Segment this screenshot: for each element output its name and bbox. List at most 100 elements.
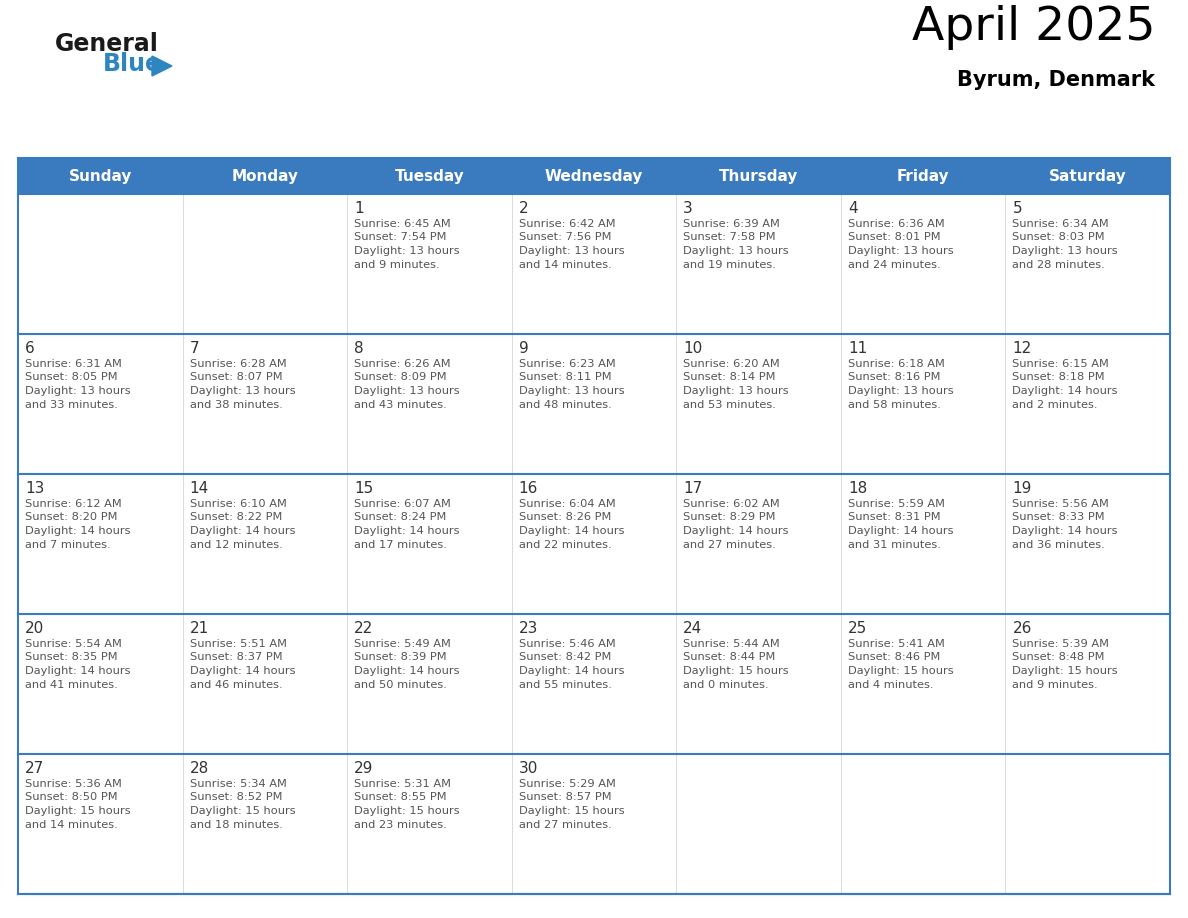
Text: Daylight: 14 hours: Daylight: 14 hours	[190, 526, 295, 536]
Text: 1: 1	[354, 201, 364, 216]
Text: Daylight: 15 hours: Daylight: 15 hours	[190, 806, 295, 816]
Text: 11: 11	[848, 341, 867, 356]
Text: Sunset: 8:03 PM: Sunset: 8:03 PM	[1012, 232, 1105, 242]
Text: 4: 4	[848, 201, 858, 216]
Text: Sunrise: 6:10 AM: Sunrise: 6:10 AM	[190, 499, 286, 509]
Text: Sunrise: 6:18 AM: Sunrise: 6:18 AM	[848, 359, 944, 369]
Text: Sunrise: 5:51 AM: Sunrise: 5:51 AM	[190, 639, 286, 649]
Text: Sunday: Sunday	[69, 169, 132, 184]
Text: Daylight: 15 hours: Daylight: 15 hours	[1012, 666, 1118, 676]
Text: Sunrise: 5:34 AM: Sunrise: 5:34 AM	[190, 779, 286, 789]
Text: 22: 22	[354, 621, 373, 636]
Text: and 27 minutes.: and 27 minutes.	[683, 540, 776, 550]
Text: Sunset: 7:56 PM: Sunset: 7:56 PM	[519, 232, 611, 242]
Text: Sunset: 8:42 PM: Sunset: 8:42 PM	[519, 653, 611, 663]
Text: Daylight: 13 hours: Daylight: 13 hours	[519, 246, 625, 256]
Text: 2: 2	[519, 201, 529, 216]
Text: 20: 20	[25, 621, 44, 636]
Text: Sunrise: 5:59 AM: Sunrise: 5:59 AM	[848, 499, 944, 509]
Text: Sunset: 8:31 PM: Sunset: 8:31 PM	[848, 512, 941, 522]
Text: 16: 16	[519, 481, 538, 496]
Text: 24: 24	[683, 621, 702, 636]
Text: 29: 29	[354, 761, 373, 776]
Bar	[18, 334, 1170, 474]
Text: Wednesday: Wednesday	[545, 169, 643, 184]
Text: Sunset: 8:57 PM: Sunset: 8:57 PM	[519, 792, 612, 802]
Text: Sunrise: 6:45 AM: Sunrise: 6:45 AM	[354, 219, 451, 229]
Text: and 58 minutes.: and 58 minutes.	[848, 399, 941, 409]
Text: Sunset: 8:48 PM: Sunset: 8:48 PM	[1012, 653, 1105, 663]
Text: and 4 minutes.: and 4 minutes.	[848, 679, 934, 689]
Text: General: General	[55, 32, 159, 56]
Text: Sunset: 8:50 PM: Sunset: 8:50 PM	[25, 792, 118, 802]
Text: Sunrise: 6:23 AM: Sunrise: 6:23 AM	[519, 359, 615, 369]
Text: 6: 6	[25, 341, 34, 356]
Text: 21: 21	[190, 621, 209, 636]
Text: Sunrise: 5:31 AM: Sunrise: 5:31 AM	[354, 779, 451, 789]
Text: Daylight: 13 hours: Daylight: 13 hours	[848, 246, 954, 256]
Text: and 9 minutes.: and 9 minutes.	[1012, 679, 1098, 689]
Text: and 41 minutes.: and 41 minutes.	[25, 679, 118, 689]
Text: Sunset: 8:44 PM: Sunset: 8:44 PM	[683, 653, 776, 663]
Text: and 18 minutes.: and 18 minutes.	[190, 820, 283, 830]
Text: 25: 25	[848, 621, 867, 636]
Text: Daylight: 14 hours: Daylight: 14 hours	[519, 526, 624, 536]
Text: Sunrise: 5:39 AM: Sunrise: 5:39 AM	[1012, 639, 1110, 649]
Bar	[18, 474, 1170, 614]
Text: 5: 5	[1012, 201, 1022, 216]
Text: and 0 minutes.: and 0 minutes.	[683, 679, 769, 689]
Text: Sunset: 8:01 PM: Sunset: 8:01 PM	[848, 232, 941, 242]
Text: Sunset: 8:39 PM: Sunset: 8:39 PM	[354, 653, 447, 663]
Text: Sunset: 8:46 PM: Sunset: 8:46 PM	[848, 653, 940, 663]
Text: Daylight: 14 hours: Daylight: 14 hours	[190, 666, 295, 676]
Text: and 36 minutes.: and 36 minutes.	[1012, 540, 1105, 550]
Text: Daylight: 15 hours: Daylight: 15 hours	[848, 666, 954, 676]
Text: Daylight: 13 hours: Daylight: 13 hours	[519, 386, 625, 396]
Text: Sunrise: 6:39 AM: Sunrise: 6:39 AM	[683, 219, 781, 229]
Text: Sunrise: 6:07 AM: Sunrise: 6:07 AM	[354, 499, 451, 509]
Text: and 2 minutes.: and 2 minutes.	[1012, 399, 1098, 409]
Text: Sunset: 8:29 PM: Sunset: 8:29 PM	[683, 512, 776, 522]
Text: Thursday: Thursday	[719, 169, 798, 184]
Text: Daylight: 15 hours: Daylight: 15 hours	[354, 806, 460, 816]
Text: Sunset: 8:22 PM: Sunset: 8:22 PM	[190, 512, 282, 522]
Text: Saturday: Saturday	[1049, 169, 1126, 184]
Text: 12: 12	[1012, 341, 1031, 356]
Text: Sunrise: 6:04 AM: Sunrise: 6:04 AM	[519, 499, 615, 509]
Text: Daylight: 14 hours: Daylight: 14 hours	[354, 526, 460, 536]
Text: and 46 minutes.: and 46 minutes.	[190, 679, 283, 689]
Text: Sunrise: 5:36 AM: Sunrise: 5:36 AM	[25, 779, 122, 789]
Text: Sunrise: 6:12 AM: Sunrise: 6:12 AM	[25, 499, 121, 509]
Bar	[18, 614, 1170, 754]
Text: Sunset: 8:24 PM: Sunset: 8:24 PM	[354, 512, 447, 522]
Text: and 38 minutes.: and 38 minutes.	[190, 399, 283, 409]
Text: and 24 minutes.: and 24 minutes.	[848, 260, 941, 270]
Text: Daylight: 14 hours: Daylight: 14 hours	[1012, 386, 1118, 396]
Text: 19: 19	[1012, 481, 1032, 496]
Text: 18: 18	[848, 481, 867, 496]
Text: Tuesday: Tuesday	[394, 169, 465, 184]
Text: Daylight: 13 hours: Daylight: 13 hours	[683, 386, 789, 396]
Text: Daylight: 14 hours: Daylight: 14 hours	[848, 526, 953, 536]
Text: and 12 minutes.: and 12 minutes.	[190, 540, 283, 550]
Polygon shape	[152, 56, 172, 76]
Text: Sunrise: 6:26 AM: Sunrise: 6:26 AM	[354, 359, 450, 369]
Text: 8: 8	[354, 341, 364, 356]
Text: April 2025: April 2025	[911, 5, 1155, 50]
Text: Sunrise: 6:34 AM: Sunrise: 6:34 AM	[1012, 219, 1110, 229]
Text: Sunset: 8:11 PM: Sunset: 8:11 PM	[519, 373, 612, 383]
Text: Sunrise: 6:36 AM: Sunrise: 6:36 AM	[848, 219, 944, 229]
Text: Blue: Blue	[103, 52, 162, 76]
Text: and 55 minutes.: and 55 minutes.	[519, 679, 612, 689]
Text: 27: 27	[25, 761, 44, 776]
Text: Daylight: 14 hours: Daylight: 14 hours	[519, 666, 624, 676]
Text: Daylight: 13 hours: Daylight: 13 hours	[848, 386, 954, 396]
Text: Sunrise: 5:29 AM: Sunrise: 5:29 AM	[519, 779, 615, 789]
Text: Sunrise: 5:56 AM: Sunrise: 5:56 AM	[1012, 499, 1110, 509]
Text: and 14 minutes.: and 14 minutes.	[25, 820, 118, 830]
Text: Daylight: 15 hours: Daylight: 15 hours	[25, 806, 131, 816]
Text: Byrum, Denmark: Byrum, Denmark	[958, 70, 1155, 90]
Text: Daylight: 13 hours: Daylight: 13 hours	[683, 246, 789, 256]
Text: and 27 minutes.: and 27 minutes.	[519, 820, 612, 830]
Text: Sunset: 8:07 PM: Sunset: 8:07 PM	[190, 373, 283, 383]
